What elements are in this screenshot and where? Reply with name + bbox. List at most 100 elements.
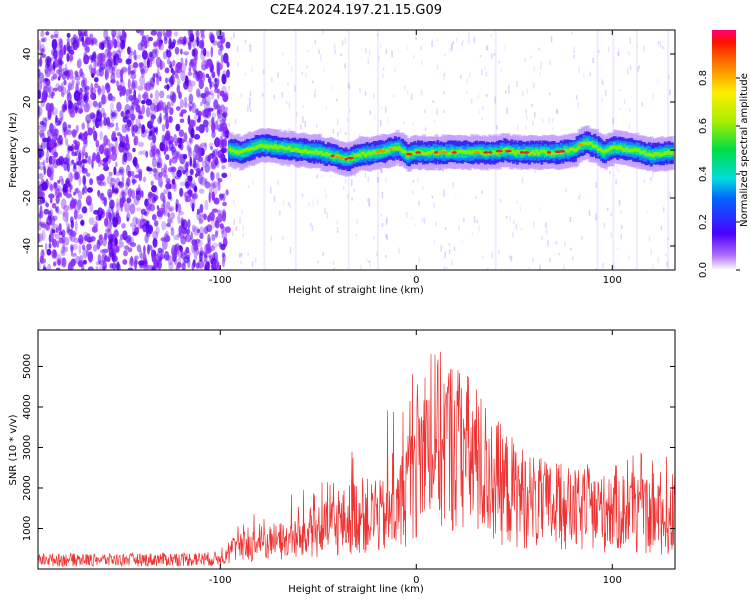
noise-blob [91,52,97,63]
speckle [244,39,247,44]
noise-blob [126,234,132,245]
noise-blob [176,247,180,255]
noise-blob [182,170,186,175]
ridge-cell [277,145,281,149]
noise-blob [70,50,74,56]
noise-blob [220,147,227,154]
y-tick-label: 1000 [22,516,33,541]
noise-blob [62,121,67,132]
noise-blob [174,175,181,180]
speckle [385,234,387,239]
speckle [650,249,652,256]
noise-blob [49,155,56,165]
noise-blob [163,36,168,45]
noise-blob [167,191,172,200]
ridge-cell [607,147,611,152]
noise-blob [111,30,117,38]
noise-blob [202,119,209,128]
noise-blob [129,50,134,56]
speckle [607,46,610,53]
ridge-cell [568,147,572,152]
noise-blob [179,181,186,186]
noise-blob [46,215,53,226]
ridge-cell [272,145,276,149]
speckle [331,85,334,90]
speckle [577,102,580,109]
speckle [289,202,291,209]
noise-blob [68,69,74,80]
noise-blob [38,233,41,244]
noise-blob [139,75,146,86]
noise-blob [64,236,70,246]
noise-blob [197,156,204,163]
ridge-cell [254,146,258,150]
speckle [436,38,438,42]
noise-blob [161,101,167,111]
noise-blob [131,115,135,125]
noise-blob [164,133,170,141]
noise-blob [69,184,73,190]
noise-blob [158,172,164,178]
y-tick-label: 4000 [22,394,33,419]
speckle [336,220,338,225]
noise-blob [68,54,74,62]
noise-blob [61,104,65,111]
speckle [333,267,335,270]
noise-blob [186,77,189,87]
speckle [288,101,291,109]
speckle [453,246,456,252]
noise-blob [121,191,126,200]
noise-blob [198,259,204,269]
noise-blob [215,230,218,238]
noise-blob [197,76,202,83]
speckle [494,96,496,104]
noise-blob [161,134,166,145]
speckle [552,127,554,132]
noise-blob [94,82,99,89]
noise-blob [158,162,163,168]
noise-blob [38,160,41,170]
y-tick-label: 0 [22,147,33,153]
speckle [355,234,358,237]
speckle [526,88,528,94]
speckle [650,177,652,182]
speckle [663,207,665,213]
noise-blob [172,182,178,192]
noise-blob [219,153,226,163]
noise-blob [60,92,65,98]
speckle [273,195,276,203]
speckle [573,54,575,59]
noise-blob [43,36,47,43]
noise-blob [204,91,211,96]
noise-blob [40,191,46,199]
speckle [366,257,368,262]
noise-blob [156,210,162,217]
ridge-cell [536,152,540,156]
ridge-cell [233,150,237,154]
noise-blob [215,120,219,131]
noise-blob [183,132,188,143]
noise-blob [201,109,208,118]
ridge-cell [616,146,620,150]
noise-blob [78,32,84,42]
speckle [665,253,667,256]
ridge-cell [321,152,325,157]
noise-blob [200,30,205,37]
ridge-cell [535,149,539,153]
noise-blob [58,67,63,79]
ridge-cell [662,152,666,156]
ridge-cell [307,150,311,154]
noise-blob [197,110,202,117]
noise-blob [139,249,143,259]
noise-blob [225,189,229,196]
noise-blob [108,220,113,232]
noise-blob [193,134,200,140]
noise-blob [44,85,50,90]
speckle [431,40,433,47]
noise-blob [74,171,80,180]
noise-blob [48,84,52,95]
speckle [233,94,235,97]
noise-blob [101,42,105,49]
ridge-cell [356,153,360,157]
ridge-cell [648,152,651,156]
